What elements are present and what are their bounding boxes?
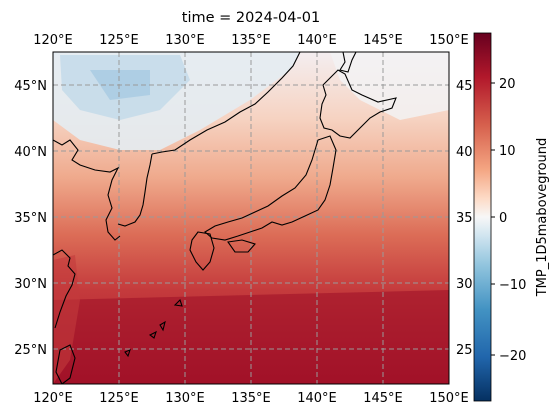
lon-label: 130°E [165, 391, 205, 406]
lon-label: 140°E [297, 391, 337, 406]
map-title: time = 2024-04-01 [182, 10, 320, 26]
lon-label: 135°E [231, 391, 271, 406]
lat-labels-right: 45 40 35 30 25 [456, 79, 473, 358]
lat-label: 30 [456, 277, 473, 292]
lat-labels-left: 45°N 40°N 35°N 30°N 25°N [14, 79, 47, 358]
lon-label: 150°E [429, 33, 469, 48]
colorbar-tick-label: 0 [499, 211, 507, 226]
lat-label: 45 [456, 79, 473, 94]
lat-label: 35°N [14, 211, 47, 226]
lon-label: 125°E [99, 391, 139, 406]
colorbar-tick-label: −20 [499, 349, 526, 364]
coastlines [53, 52, 397, 384]
colorbar: 20 10 0 −10 −20 TMP_1D5maboveground [473, 32, 550, 402]
lon-label: 140°E [297, 33, 337, 48]
lon-label: 130°E [165, 33, 205, 48]
lon-labels-top: 120°E 125°E 130°E 135°E 140°E 145°E 150°… [33, 33, 469, 48]
lat-label: 25°N [14, 343, 47, 358]
colorbar-tick-label: 10 [499, 144, 516, 159]
colorbar-ticks [491, 82, 495, 356]
lon-label: 120°E [33, 33, 73, 48]
lat-label: 40 [456, 145, 473, 160]
map-frame [52, 51, 450, 385]
lat-label: 35 [456, 211, 473, 226]
lat-label: 45°N [14, 79, 47, 94]
colorbar-tick-label: −10 [499, 278, 526, 293]
colorbar-label: TMP_1D5maboveground [535, 138, 550, 298]
lon-labels-bottom: 120°E 125°E 130°E 135°E 140°E 145°E 150°… [33, 391, 469, 406]
lon-label: 145°E [363, 391, 403, 406]
colorbar-tick-label: 20 [499, 77, 516, 92]
gridlines [53, 52, 449, 384]
lon-label: 145°E [363, 33, 403, 48]
lat-label: 30°N [14, 277, 47, 292]
colorbar-gradient [473, 32, 492, 402]
lon-label: 125°E [99, 33, 139, 48]
lon-label: 120°E [33, 391, 73, 406]
lat-label: 25 [456, 343, 473, 358]
lat-label: 40°N [14, 145, 47, 160]
lon-label: 150°E [429, 391, 469, 406]
lon-label: 135°E [231, 33, 271, 48]
